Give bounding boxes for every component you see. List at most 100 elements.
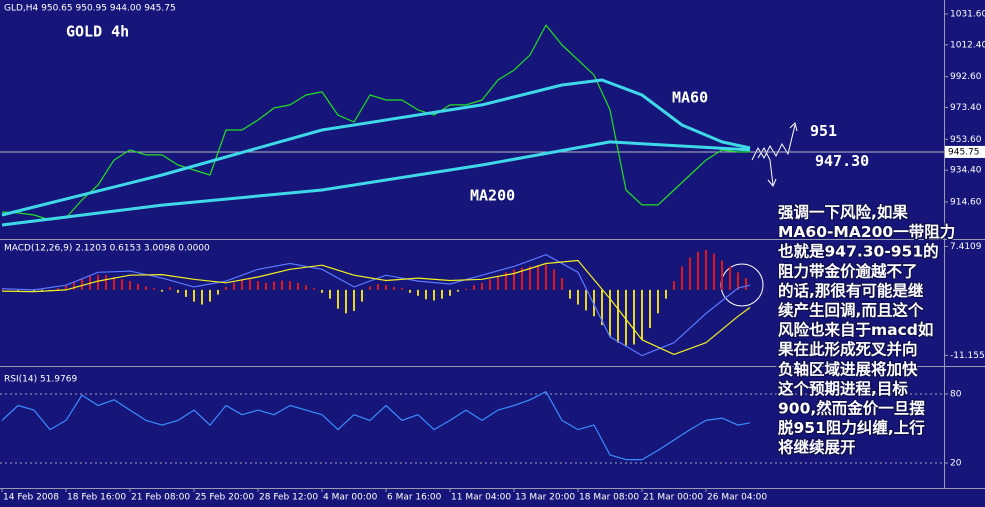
histogram-bar — [633, 289, 635, 345]
series-line — [1, 259, 751, 355]
histogram-bar — [177, 289, 179, 293]
histogram-bar — [545, 264, 547, 290]
histogram-bar — [521, 267, 523, 290]
histogram-bar — [289, 281, 291, 290]
x-tick-label: 13 Mar 20:00 — [515, 493, 575, 503]
histogram-bar — [697, 251, 699, 290]
histogram-bar — [241, 280, 243, 290]
histogram-bar — [281, 280, 283, 290]
histogram-bar — [225, 286, 227, 290]
series-label: MA60 — [672, 89, 708, 107]
histogram-bar — [257, 281, 259, 290]
x-tick-label: 25 Feb 20:00 — [195, 493, 254, 503]
x-tick-label: 11 Mar 04:00 — [451, 493, 511, 503]
histogram-bar — [121, 279, 123, 290]
note-line: 风险也来自于macd如 — [778, 320, 933, 339]
histogram-bar — [457, 289, 459, 292]
histogram-bar — [273, 281, 275, 290]
histogram-bar — [473, 285, 475, 290]
histogram-bar — [673, 281, 675, 290]
histogram-bar — [609, 289, 611, 337]
y-tick-label: 934.40 — [950, 166, 982, 176]
histogram-bar — [617, 289, 619, 343]
current-price-box — [945, 145, 985, 158]
note-line: 的话,那很有可能是继 — [778, 281, 924, 300]
histogram-bar — [233, 282, 235, 290]
histogram-bar — [329, 289, 331, 299]
plot: GLD,H4 950.65 950.95 944.00 945.75 1031.6… — [0, 4, 985, 503]
histogram-bar — [105, 275, 107, 290]
x-tick-label: 14 Feb 2008 — [3, 493, 59, 503]
x-tick-label: 21 Feb 08:00 — [131, 493, 190, 503]
pane-frames — [0, 0, 985, 489]
histogram-bar — [321, 289, 323, 293]
note-line: MA60-MA200一带阻力 — [778, 222, 955, 241]
chart-subtitle: GOLD 4h — [66, 23, 129, 41]
pane-title: MACD(12,26,9) 2.1203 0.6153 3.0098 0.000… — [4, 244, 210, 254]
histogram-bar — [153, 288, 155, 290]
histogram-bar — [409, 289, 411, 293]
y-tick-label: -11.1552 — [950, 351, 985, 361]
histogram-bar — [193, 289, 195, 302]
y-tick-label: 914.60 — [950, 198, 982, 208]
histogram-bar — [377, 284, 379, 290]
x-tick-label: 18 Feb 16:00 — [67, 493, 126, 503]
histogram-bar — [369, 286, 371, 290]
series-line — [1, 140, 751, 227]
histogram-bar — [713, 253, 715, 290]
histogram-bar — [689, 257, 691, 290]
note-line: 果在此形成死叉并向 — [778, 340, 918, 359]
histogram-bar — [489, 279, 491, 290]
histogram-bar — [433, 289, 435, 301]
histogram-bar — [345, 289, 347, 314]
histogram-bar — [465, 288, 467, 290]
current-price-label: 945.75 — [948, 147, 980, 157]
histogram-bar — [65, 285, 67, 290]
y-tick-label: 1012.40 — [950, 40, 985, 50]
histogram-bar — [313, 288, 315, 290]
note-line: 续产生回调,而且这个 — [778, 301, 924, 320]
histogram-bar — [537, 265, 539, 290]
level-label: 951 — [810, 122, 837, 140]
series-line — [1, 254, 751, 357]
histogram-bar — [625, 289, 627, 346]
pane-title: RSI(14) 51.9769 — [4, 375, 77, 385]
histogram-bar — [145, 286, 147, 290]
histogram-bar — [353, 289, 355, 312]
series-line — [1, 78, 751, 217]
histogram-bar — [705, 249, 707, 290]
histogram-bar — [641, 289, 643, 340]
histogram-bar — [265, 282, 267, 290]
y-tick-label: 80 — [950, 390, 962, 400]
histogram-bar — [305, 285, 307, 290]
histogram-bar — [57, 288, 59, 290]
histogram-bar — [505, 272, 507, 290]
histogram-bar — [441, 289, 443, 299]
histogram-bar — [585, 289, 587, 311]
histogram-bar — [137, 284, 139, 290]
histogram-bar — [561, 278, 563, 290]
arrow-head — [789, 122, 798, 132]
y-tick-label: 1031.60 — [950, 9, 985, 19]
series-label: MA200 — [470, 187, 515, 205]
histogram-bar — [337, 289, 339, 309]
histogram-bar — [449, 289, 451, 296]
histogram-bar — [169, 286, 171, 290]
histogram-bar — [577, 289, 579, 305]
note-line: 负轴区域进展将加快 — [778, 359, 918, 378]
histogram-bar — [1, 289, 3, 290]
histogram-bar — [209, 289, 211, 302]
series-line — [1, 391, 751, 461]
histogram-bar — [569, 289, 571, 299]
histogram-bar — [161, 289, 163, 292]
histogram-bar — [593, 289, 595, 317]
histogram-bar — [745, 278, 747, 290]
x-tick-label: 4 Mar 00:00 — [323, 493, 378, 503]
note-line: 也就是947.30-951的 — [778, 242, 939, 261]
histogram-bar — [721, 260, 723, 290]
note-line: 这个预期进程,目标 — [778, 379, 908, 398]
histogram-bar — [729, 266, 731, 290]
histogram-bar — [73, 281, 75, 290]
